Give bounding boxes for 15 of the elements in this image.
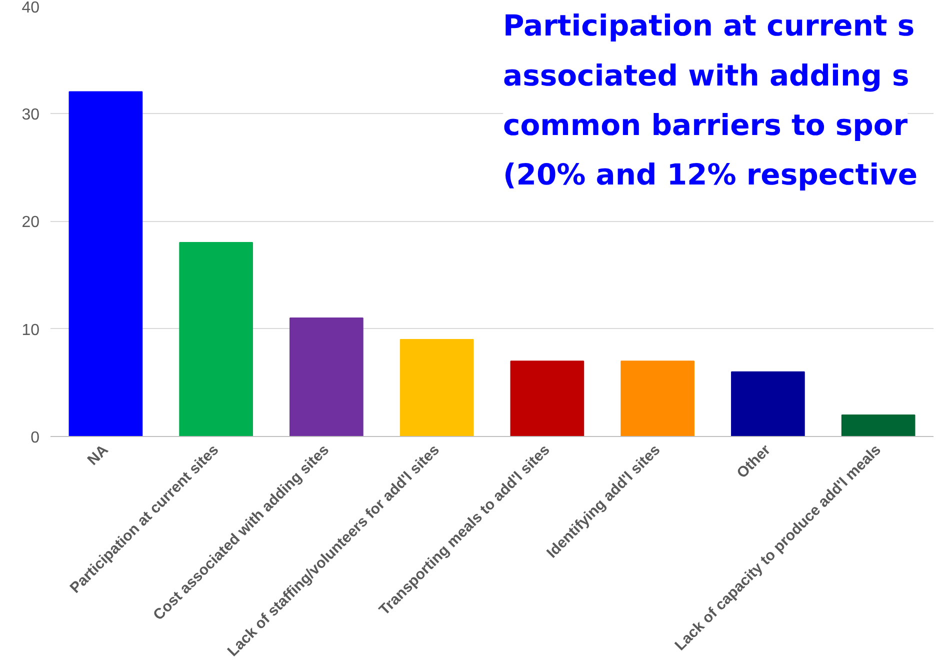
bar [731,371,805,436]
bar [68,91,143,436]
bar [290,317,364,436]
bar [620,360,694,436]
y-tick-label: 0 [30,430,40,446]
bar [179,242,253,436]
y-tick-label: 20 [22,214,40,231]
bar [400,339,474,436]
y-tick-label: 40 [22,0,40,16]
bar [841,414,916,436]
annotation: Participation at current s associated with adding s common barriers to spor (20% and 12% respective [503,8,918,192]
bar [510,360,584,436]
x-tick-label: NA [84,441,112,469]
y-tick-label: 30 [22,106,40,124]
y-tick-label: 10 [22,322,40,339]
